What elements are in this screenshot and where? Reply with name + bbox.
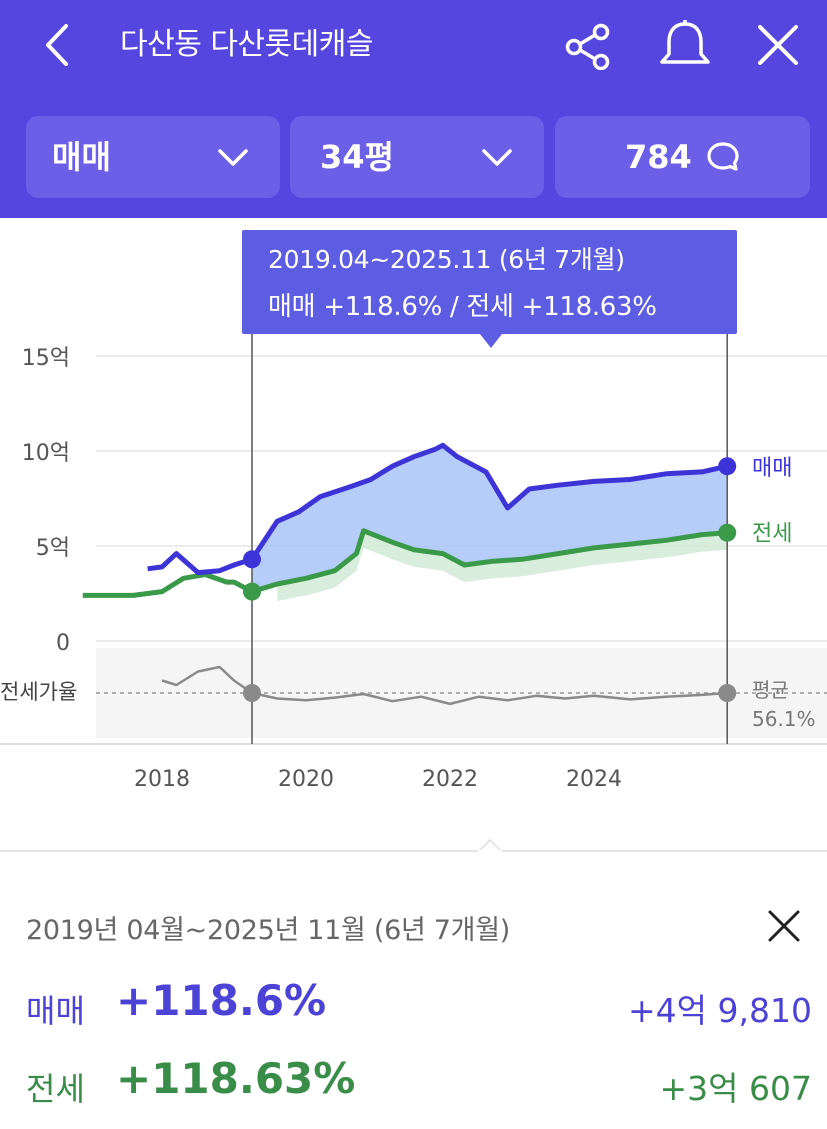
y-tick-label: 15억 <box>22 346 70 371</box>
y-tick-label: 10억 <box>22 441 70 466</box>
ratio-end-point <box>718 684 737 702</box>
ratio-start-point <box>243 684 261 702</box>
close-icon <box>758 25 798 65</box>
comments-button[interactable]: 784 <box>555 116 810 198</box>
chevron-down-icon <box>482 149 512 166</box>
jeonse-start-point <box>243 582 261 601</box>
x-axis-labels: 2018 2020 2022 2024 <box>134 767 622 792</box>
tooltip-range: 2019.04~2025.11 (6년 7개월) <box>268 245 625 274</box>
y-tick-label: 5억 <box>36 536 70 561</box>
jeonse-range-band <box>277 530 728 602</box>
summary-jeonse-amount: +3억 607 <box>659 1069 812 1108</box>
notification-button[interactable] <box>656 18 714 72</box>
x-tick-label: 2024 <box>566 767 622 792</box>
x-tick-label: 2018 <box>134 767 190 792</box>
x-tick-label: 2020 <box>278 767 334 792</box>
sale-start-point <box>243 550 261 569</box>
sale-end-point <box>718 457 737 476</box>
close-icon <box>768 910 800 942</box>
trade-type-label: 매매 <box>52 138 111 176</box>
range-tooltip: 2019.04~2025.11 (6년 7개월) 매매 +118.6% / 전세… <box>242 230 737 348</box>
share-icon <box>565 23 610 71</box>
y-tick-label: 0 <box>56 631 70 656</box>
sheet-pointer <box>478 838 502 852</box>
sale-series-label: 매매 <box>752 456 792 481</box>
page-title: 다산동 다산롯데캐슬 <box>120 27 373 62</box>
ratio-average-label: 평균 <box>752 678 789 702</box>
range-summary-sheet: 2019년 04월~2025년 11월 (6년 7개월) 매매 +118.6% … <box>0 850 827 1129</box>
summary-jeonse-label: 전세 <box>26 1070 85 1108</box>
chevron-left-icon <box>46 24 68 66</box>
size-dropdown[interactable]: 34평 <box>290 116 544 198</box>
close-button[interactable] <box>754 20 802 70</box>
ratio-line <box>161 665 728 706</box>
summary-sale-label: 매매 <box>26 992 85 1030</box>
summary-sale-pct: +118.6% <box>116 976 327 1025</box>
bell-icon <box>660 20 710 64</box>
summary-sale-amount: +4억 9,810 <box>628 991 812 1030</box>
chevron-down-icon <box>218 149 248 166</box>
size-label: 34평 <box>320 138 394 176</box>
back-button[interactable] <box>38 20 82 70</box>
summary-close-button[interactable] <box>764 906 804 946</box>
share-button[interactable] <box>563 22 613 71</box>
summary-row-jeonse: 전세 +118.63% +3억 607 <box>26 1054 812 1114</box>
ratio-series-label: 전세가율 <box>0 680 77 704</box>
trade-type-dropdown[interactable]: 매매 <box>26 116 280 198</box>
x-tick-label: 2022 <box>422 767 478 792</box>
sale-line <box>147 442 728 576</box>
jeonse-line <box>82 528 728 598</box>
summary-range: 2019년 04월~2025년 11월 (6년 7개월) <box>26 915 510 946</box>
y-axis-labels: 15억 10억 5억 0 <box>22 346 70 656</box>
jeonse-series-label: 전세 <box>752 522 792 547</box>
summary-row-sale: 매매 +118.6% +4억 9,810 <box>26 976 812 1036</box>
chat-bubble-icon <box>707 142 739 171</box>
ratio-average-value: 56.1% <box>752 707 816 731</box>
tooltip-changes: 매매 +118.6% / 전세 +118.63% <box>268 292 657 322</box>
app-header: 다산동 다산롯데캐슬 매매 34평 784 <box>0 0 827 218</box>
jeonse-end-point <box>718 523 737 542</box>
summary-jeonse-pct: +118.63% <box>116 1054 356 1103</box>
comment-count: 784 <box>625 138 692 176</box>
